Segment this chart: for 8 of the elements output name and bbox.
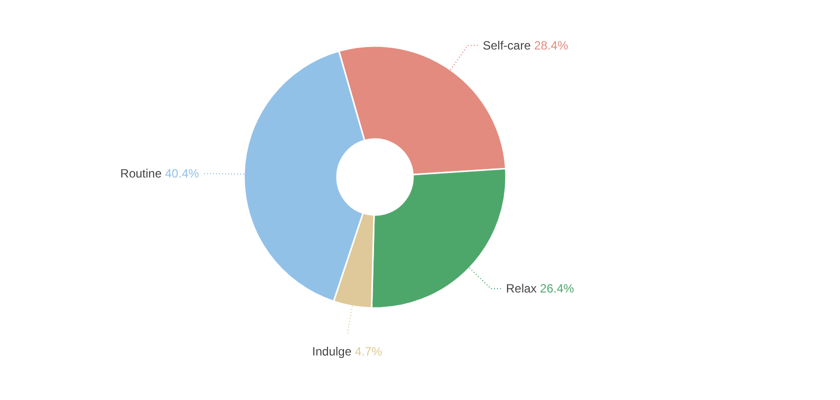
data-label: 26.4% [536,282,574,296]
data-label: 4.7% [352,344,383,359]
data-label: 28.4% [530,38,568,52]
slice-label: Relax [506,282,537,296]
slice-label: Routine [120,166,162,181]
data-label: 40.4% [162,166,200,181]
slice-label: Indulge [312,344,352,359]
slice-label: Self-care [482,38,532,52]
